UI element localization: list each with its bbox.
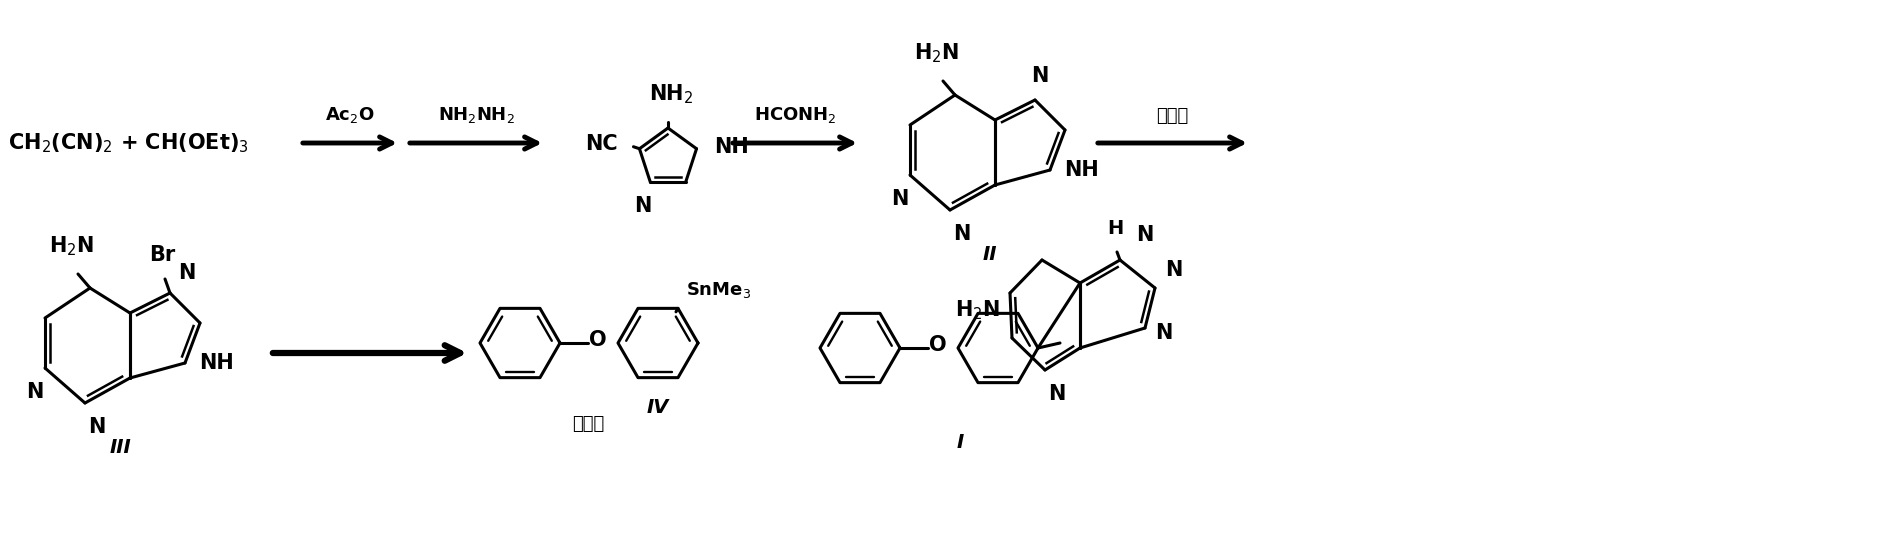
Text: CH$_2$(CN)$_2$ + CH(OEt)$_3$: CH$_2$(CN)$_2$ + CH(OEt)$_3$ bbox=[8, 131, 250, 155]
Text: NH: NH bbox=[1064, 160, 1098, 180]
Text: N: N bbox=[1166, 260, 1183, 280]
Text: IV: IV bbox=[648, 398, 670, 417]
Text: H: H bbox=[1107, 219, 1122, 238]
Text: NC: NC bbox=[586, 134, 618, 154]
Text: N: N bbox=[954, 224, 970, 244]
Text: N: N bbox=[1030, 66, 1049, 86]
Text: Ac$_2$O: Ac$_2$O bbox=[325, 105, 375, 125]
Text: HCONH$_2$: HCONH$_2$ bbox=[755, 105, 835, 125]
Text: H$_2$N: H$_2$N bbox=[49, 234, 94, 258]
Text: II: II bbox=[984, 245, 997, 264]
Text: NH$_2$NH$_2$: NH$_2$NH$_2$ bbox=[437, 105, 514, 125]
Text: I: I bbox=[957, 433, 963, 452]
Text: N: N bbox=[26, 382, 43, 402]
Text: N: N bbox=[892, 189, 908, 209]
Text: Br: Br bbox=[148, 245, 175, 265]
Text: N: N bbox=[1154, 323, 1173, 343]
Text: N: N bbox=[1136, 225, 1152, 245]
Text: N: N bbox=[1047, 384, 1066, 404]
Text: III: III bbox=[109, 438, 131, 457]
Text: SnMe$_3$: SnMe$_3$ bbox=[685, 280, 751, 300]
Text: O: O bbox=[929, 335, 946, 355]
Text: NH$_2$: NH$_2$ bbox=[649, 82, 693, 106]
Text: H$_2$N: H$_2$N bbox=[955, 298, 1000, 322]
Text: O: O bbox=[589, 330, 606, 350]
Text: N: N bbox=[88, 417, 105, 437]
Text: 溴化剂: 溴化剂 bbox=[1156, 107, 1188, 125]
Text: NH: NH bbox=[199, 353, 235, 373]
Text: N: N bbox=[634, 196, 651, 216]
Text: 催化剂: 催化剂 bbox=[572, 415, 604, 433]
Text: NH: NH bbox=[715, 137, 749, 156]
Text: N: N bbox=[178, 263, 195, 283]
Text: H$_2$N: H$_2$N bbox=[914, 41, 959, 65]
